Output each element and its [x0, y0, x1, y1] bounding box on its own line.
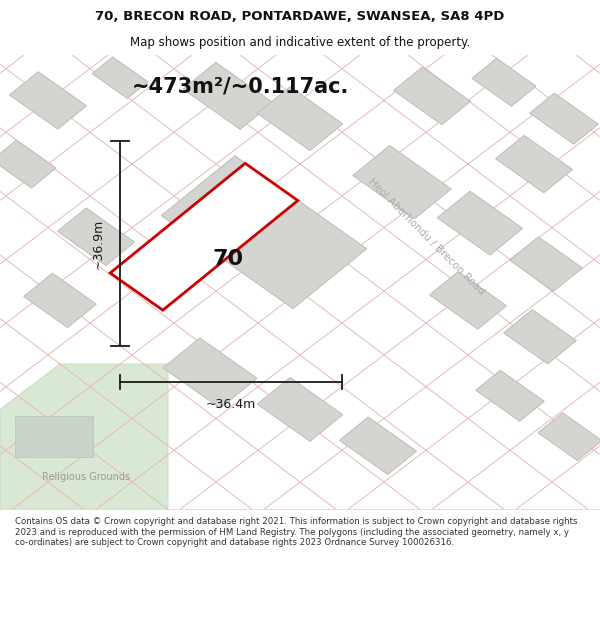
- Polygon shape: [340, 417, 416, 474]
- Polygon shape: [496, 136, 572, 192]
- Text: Contains OS data © Crown copyright and database right 2021. This information is : Contains OS data © Crown copyright and d…: [15, 518, 577, 548]
- Polygon shape: [163, 338, 257, 408]
- Polygon shape: [472, 58, 536, 106]
- Polygon shape: [437, 191, 523, 255]
- Text: Religious Grounds: Religious Grounds: [42, 472, 130, 482]
- Polygon shape: [394, 68, 470, 124]
- Polygon shape: [183, 62, 273, 129]
- Polygon shape: [0, 364, 168, 509]
- Polygon shape: [257, 87, 343, 151]
- Polygon shape: [10, 72, 86, 129]
- Polygon shape: [24, 273, 96, 328]
- Polygon shape: [58, 208, 134, 266]
- Polygon shape: [161, 156, 367, 309]
- Polygon shape: [257, 378, 343, 441]
- Text: Heol Aberhondu / Brecon Road: Heol Aberhondu / Brecon Road: [366, 177, 486, 297]
- Polygon shape: [0, 140, 56, 188]
- Polygon shape: [530, 93, 598, 144]
- Text: 70, BRECON ROAD, PONTARDAWE, SWANSEA, SA8 4PD: 70, BRECON ROAD, PONTARDAWE, SWANSEA, SA…: [95, 10, 505, 23]
- Polygon shape: [110, 163, 298, 310]
- Polygon shape: [538, 412, 600, 461]
- Polygon shape: [430, 272, 506, 329]
- Polygon shape: [476, 371, 544, 421]
- Text: 70: 70: [212, 249, 244, 269]
- Text: Map shows position and indicative extent of the property.: Map shows position and indicative extent…: [130, 36, 470, 49]
- Text: ~36.4m: ~36.4m: [206, 398, 256, 411]
- Polygon shape: [353, 146, 451, 219]
- Text: ~473m²/~0.117ac.: ~473m²/~0.117ac.: [132, 77, 349, 97]
- Polygon shape: [15, 416, 93, 457]
- Polygon shape: [510, 237, 582, 291]
- Polygon shape: [504, 309, 576, 364]
- Text: ~36.9m: ~36.9m: [92, 219, 105, 269]
- Polygon shape: [92, 57, 148, 98]
